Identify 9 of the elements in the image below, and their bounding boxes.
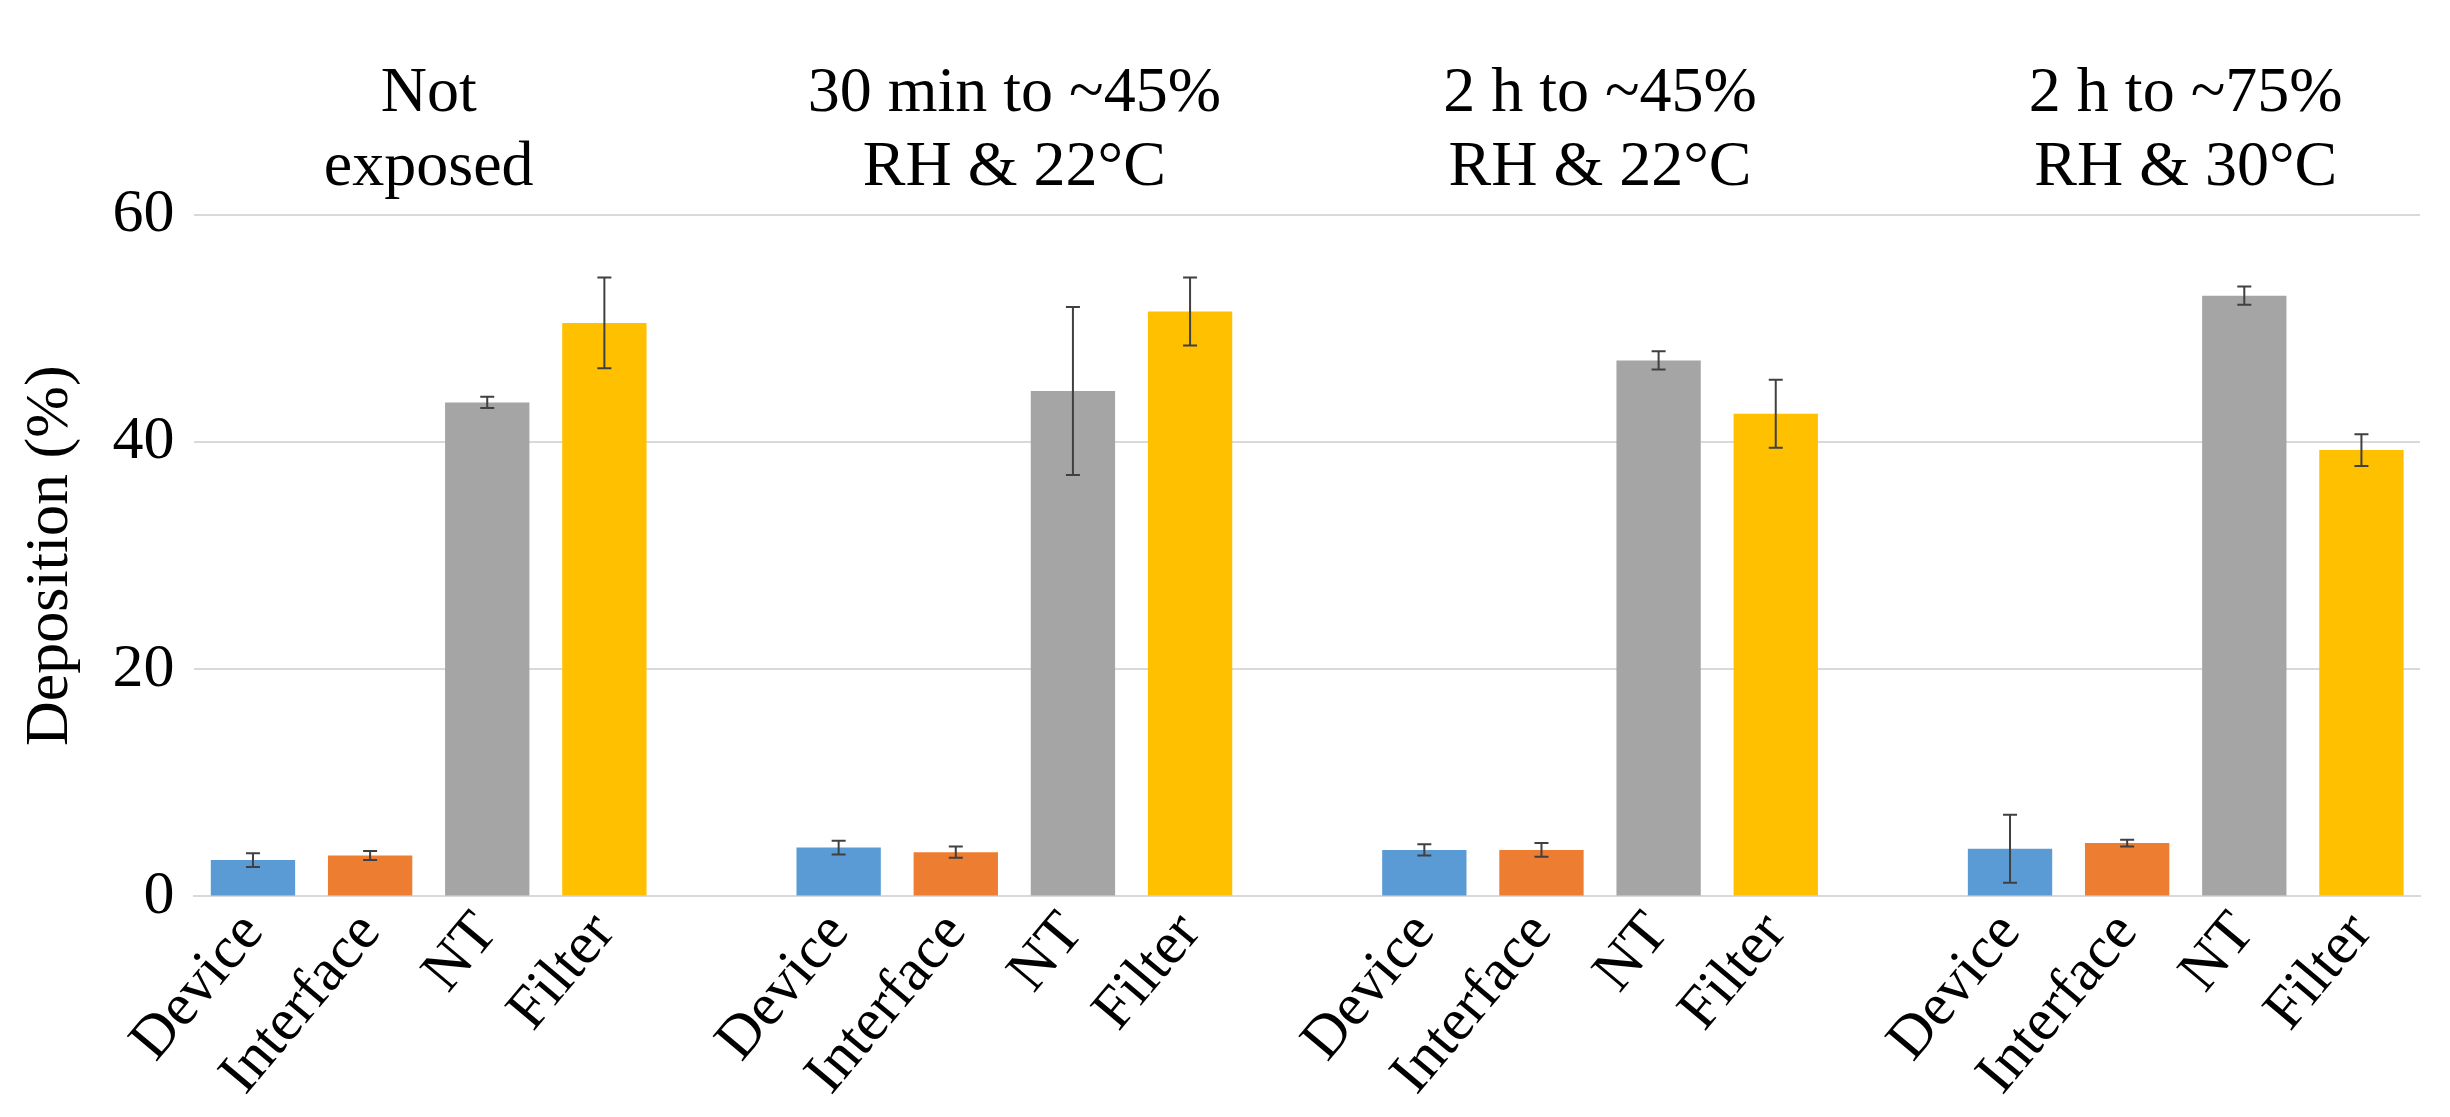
- text: 30 min to ~45% RH & 22°C: [807, 53, 1221, 199]
- y-tick-label: 40: [112, 403, 175, 472]
- y-tick-label: 60: [112, 176, 175, 245]
- y-tick-label: 0: [143, 857, 175, 926]
- text: Not exposed: [323, 53, 534, 199]
- y-tick-label: 20: [112, 630, 175, 699]
- text: 2 h to ~75% RH & 30°C: [2028, 53, 2343, 199]
- y-axis-title: Deposition (%): [12, 365, 82, 746]
- text: 2 h to ~45% RH & 22°C: [1443, 53, 1757, 199]
